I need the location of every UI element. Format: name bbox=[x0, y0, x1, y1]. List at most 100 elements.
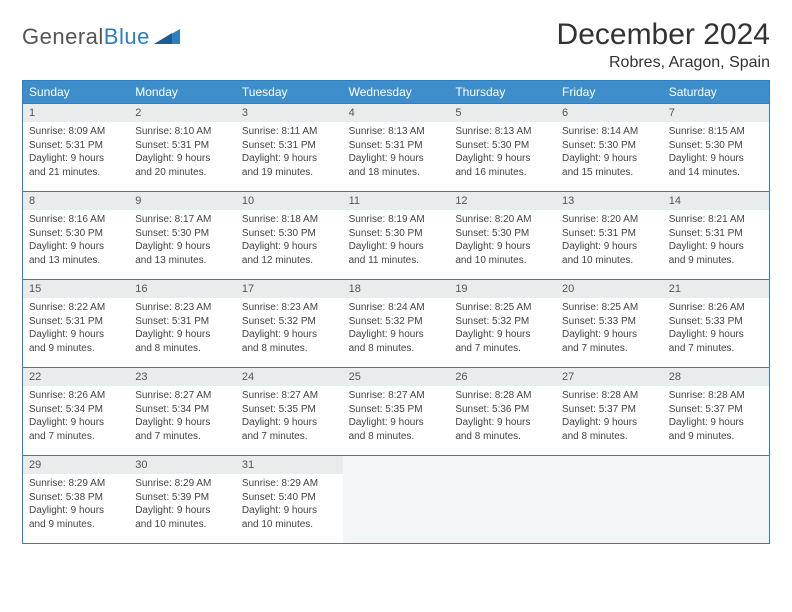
calendar-week-row: 15Sunrise: 8:22 AMSunset: 5:31 PMDayligh… bbox=[23, 280, 770, 368]
day-number: 14 bbox=[663, 192, 769, 210]
calendar-day-cell: 12Sunrise: 8:20 AMSunset: 5:30 PMDayligh… bbox=[449, 192, 556, 280]
sunrise-text: Sunrise: 8:23 AM bbox=[135, 301, 230, 315]
weekday-header: Wednesday bbox=[343, 81, 450, 104]
day-number: 25 bbox=[343, 368, 450, 386]
daylight-text: and 9 minutes. bbox=[29, 518, 123, 532]
weekday-header: Friday bbox=[556, 81, 663, 104]
day-number: 28 bbox=[663, 368, 769, 386]
sunrise-text: Sunrise: 8:10 AM bbox=[135, 125, 230, 139]
day-body: Sunrise: 8:13 AMSunset: 5:31 PMDaylight:… bbox=[343, 122, 450, 183]
day-body: Sunrise: 8:14 AMSunset: 5:30 PMDaylight:… bbox=[556, 122, 663, 183]
day-body: Sunrise: 8:16 AMSunset: 5:30 PMDaylight:… bbox=[23, 210, 129, 271]
day-body: Sunrise: 8:19 AMSunset: 5:30 PMDaylight:… bbox=[343, 210, 450, 271]
day-number: 4 bbox=[343, 104, 450, 122]
daylight-text: Daylight: 9 hours bbox=[349, 240, 444, 254]
day-number: 16 bbox=[129, 280, 236, 298]
sunset-text: Sunset: 5:33 PM bbox=[669, 315, 763, 329]
daylight-text: and 19 minutes. bbox=[242, 166, 337, 180]
day-number: 19 bbox=[449, 280, 556, 298]
calendar-day-cell: 14Sunrise: 8:21 AMSunset: 5:31 PMDayligh… bbox=[663, 192, 770, 280]
day-number: 10 bbox=[236, 192, 343, 210]
sunrise-text: Sunrise: 8:22 AM bbox=[29, 301, 123, 315]
daylight-text: and 8 minutes. bbox=[455, 430, 550, 444]
sunset-text: Sunset: 5:34 PM bbox=[135, 403, 230, 417]
sunrise-text: Sunrise: 8:28 AM bbox=[455, 389, 550, 403]
day-body: Sunrise: 8:27 AMSunset: 5:35 PMDaylight:… bbox=[343, 386, 450, 447]
day-number: 17 bbox=[236, 280, 343, 298]
sunrise-text: Sunrise: 8:20 AM bbox=[455, 213, 550, 227]
sunrise-text: Sunrise: 8:29 AM bbox=[29, 477, 123, 491]
sunset-text: Sunset: 5:37 PM bbox=[562, 403, 657, 417]
day-body: Sunrise: 8:22 AMSunset: 5:31 PMDaylight:… bbox=[23, 298, 129, 359]
weekday-header: Monday bbox=[129, 81, 236, 104]
daylight-text: and 9 minutes. bbox=[29, 342, 123, 356]
day-body: Sunrise: 8:29 AMSunset: 5:40 PMDaylight:… bbox=[236, 474, 343, 535]
day-body: Sunrise: 8:15 AMSunset: 5:30 PMDaylight:… bbox=[663, 122, 769, 183]
daylight-text: and 9 minutes. bbox=[669, 430, 763, 444]
calendar-day-cell: 7Sunrise: 8:15 AMSunset: 5:30 PMDaylight… bbox=[663, 104, 770, 192]
sunset-text: Sunset: 5:30 PM bbox=[242, 227, 337, 241]
sunrise-text: Sunrise: 8:27 AM bbox=[349, 389, 444, 403]
logo-word1: General bbox=[22, 24, 104, 49]
day-body: Sunrise: 8:28 AMSunset: 5:37 PMDaylight:… bbox=[556, 386, 663, 447]
daylight-text: Daylight: 9 hours bbox=[135, 240, 230, 254]
sunrise-text: Sunrise: 8:19 AM bbox=[349, 213, 444, 227]
daylight-text: Daylight: 9 hours bbox=[349, 328, 444, 342]
weekday-header: Thursday bbox=[449, 81, 556, 104]
calendar-day-cell: 25Sunrise: 8:27 AMSunset: 5:35 PMDayligh… bbox=[343, 368, 450, 456]
day-number: 5 bbox=[449, 104, 556, 122]
header: GeneralBlue December 2024 Robres, Aragon… bbox=[22, 18, 770, 72]
day-number: 15 bbox=[23, 280, 129, 298]
daylight-text: and 14 minutes. bbox=[669, 166, 763, 180]
daylight-text: Daylight: 9 hours bbox=[135, 328, 230, 342]
daylight-text: Daylight: 9 hours bbox=[242, 416, 337, 430]
calendar-day-cell: 13Sunrise: 8:20 AMSunset: 5:31 PMDayligh… bbox=[556, 192, 663, 280]
day-body: Sunrise: 8:13 AMSunset: 5:30 PMDaylight:… bbox=[449, 122, 556, 183]
day-number: 26 bbox=[449, 368, 556, 386]
daylight-text: Daylight: 9 hours bbox=[669, 152, 763, 166]
daylight-text: Daylight: 9 hours bbox=[29, 328, 123, 342]
daylight-text: and 7 minutes. bbox=[669, 342, 763, 356]
day-number: 20 bbox=[556, 280, 663, 298]
sunset-text: Sunset: 5:31 PM bbox=[135, 315, 230, 329]
sunset-text: Sunset: 5:30 PM bbox=[349, 227, 444, 241]
sunrise-text: Sunrise: 8:29 AM bbox=[135, 477, 230, 491]
daylight-text: Daylight: 9 hours bbox=[349, 152, 444, 166]
calendar-day-cell: 29Sunrise: 8:29 AMSunset: 5:38 PMDayligh… bbox=[23, 456, 130, 544]
day-number: 12 bbox=[449, 192, 556, 210]
day-body: Sunrise: 8:20 AMSunset: 5:30 PMDaylight:… bbox=[449, 210, 556, 271]
daylight-text: Daylight: 9 hours bbox=[455, 240, 550, 254]
day-body: Sunrise: 8:25 AMSunset: 5:33 PMDaylight:… bbox=[556, 298, 663, 359]
calendar-day-cell: 16 Sunrise: 8:23 AMSunset: 5:31 PMDayligh… bbox=[129, 280, 236, 368]
sunrise-text: Sunrise: 8:29 AM bbox=[242, 477, 337, 491]
daylight-text: Daylight: 9 hours bbox=[562, 152, 657, 166]
sunrise-text: Sunrise: 8:26 AM bbox=[29, 389, 123, 403]
calendar-day-cell: 31Sunrise: 8:29 AMSunset: 5:40 PMDayligh… bbox=[236, 456, 343, 544]
daylight-text: and 8 minutes. bbox=[562, 430, 657, 444]
weekday-header: Saturday bbox=[663, 81, 770, 104]
daylight-text: and 21 minutes. bbox=[29, 166, 123, 180]
calendar-day-cell: 9Sunrise: 8:17 AMSunset: 5:30 PMDaylight… bbox=[129, 192, 236, 280]
calendar-day-cell: 30Sunrise: 8:29 AMSunset: 5:39 PMDayligh… bbox=[129, 456, 236, 544]
sunrise-text: Sunrise: 8:26 AM bbox=[669, 301, 763, 315]
sunrise-text: Sunrise: 8:13 AM bbox=[455, 125, 550, 139]
calendar-day-cell: 18Sunrise: 8:24 AMSunset: 5:32 PMDayligh… bbox=[343, 280, 450, 368]
sunset-text: Sunset: 5:31 PM bbox=[135, 139, 230, 153]
sunrise-text: Sunrise: 8:16 AM bbox=[29, 213, 123, 227]
sunset-text: Sunset: 5:31 PM bbox=[29, 315, 123, 329]
sunset-text: Sunset: 5:30 PM bbox=[455, 227, 550, 241]
calendar-day-cell bbox=[556, 456, 663, 544]
daylight-text: and 7 minutes. bbox=[242, 430, 337, 444]
sunset-text: Sunset: 5:40 PM bbox=[242, 491, 337, 505]
daylight-text: and 10 minutes. bbox=[242, 518, 337, 532]
daylight-text: Daylight: 9 hours bbox=[669, 416, 763, 430]
sunrise-text: Sunrise: 8:28 AM bbox=[562, 389, 657, 403]
day-number: 2 bbox=[129, 104, 236, 122]
day-number: 6 bbox=[556, 104, 663, 122]
sunset-text: Sunset: 5:33 PM bbox=[562, 315, 657, 329]
daylight-text: Daylight: 9 hours bbox=[135, 152, 230, 166]
calendar-day-cell: 23Sunrise: 8:27 AMSunset: 5:34 PMDayligh… bbox=[129, 368, 236, 456]
sunrise-text: Sunrise: 8:27 AM bbox=[135, 389, 230, 403]
calendar-day-cell: 27Sunrise: 8:28 AMSunset: 5:37 PMDayligh… bbox=[556, 368, 663, 456]
daylight-text: Daylight: 9 hours bbox=[562, 416, 657, 430]
